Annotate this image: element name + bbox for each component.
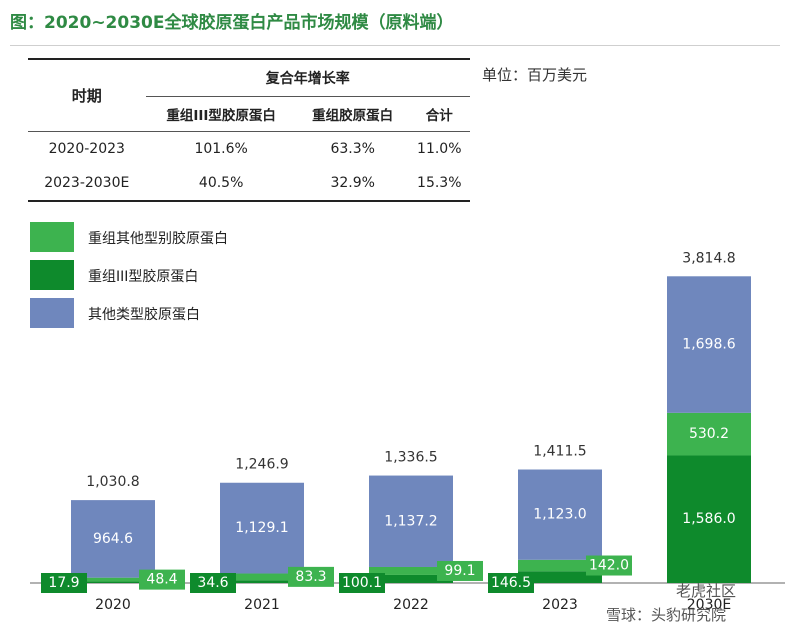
data-label: 34.6: [197, 575, 228, 591]
total-label: 1,336.5: [384, 450, 437, 466]
bar-segment-other-collagen: [369, 475, 453, 567]
legend-swatch: [30, 298, 74, 328]
legend-swatch: [30, 260, 74, 290]
total-label: 1,246.9: [235, 457, 288, 473]
bar-segment-other-recombinant: [518, 559, 602, 572]
value-cell: 101.6%: [145, 131, 297, 166]
legend-label: 其他类型胶原蛋白: [88, 307, 200, 323]
value-cell: 40.5%: [145, 166, 297, 202]
total-label: 1,411.5: [533, 444, 586, 460]
value-cell: 63.3%: [296, 131, 409, 166]
label-box-other-recombinant: [437, 560, 483, 581]
bar-segment-other-recombinant: [667, 412, 751, 456]
data-label: 530.2: [689, 426, 729, 442]
data-label: 99.1: [444, 563, 475, 579]
data-label: 1,586.0: [682, 511, 735, 527]
table-row: 2023-2030E 40.5% 32.9% 15.3%: [28, 166, 470, 202]
label-box-type3: [190, 573, 236, 593]
label-box-type3: [488, 573, 534, 593]
column-header: 合计: [425, 108, 453, 124]
unit-label: 单位：百万美元: [482, 66, 588, 84]
chart-title: 图：2020~2030E全球胶原蛋白产品市场规模（原料端）: [10, 13, 454, 33]
x-tick-label: 2021: [244, 597, 280, 613]
watermark-text: 雪球：头豹研究院: [606, 606, 727, 624]
bar-segment-other-recombinant: [369, 566, 453, 575]
data-label: 1,137.2: [384, 513, 437, 529]
data-label: 146.5: [491, 575, 531, 591]
data-label: 142.0: [589, 558, 629, 574]
label-box-other-recombinant: [586, 555, 632, 576]
legend-label: 重组III型胶原蛋白: [88, 269, 199, 285]
bar-segment-type3: [518, 571, 602, 583]
total-label: 3,814.8: [682, 250, 735, 266]
data-label: 964.6: [93, 531, 133, 547]
bar-segment-other-collagen: [220, 482, 304, 574]
value-cell: 11.0%: [408, 131, 470, 166]
total-label: 1,030.8: [86, 474, 139, 490]
x-tick-label: 2022: [393, 597, 429, 613]
data-label: 1,129.1: [235, 520, 288, 536]
period-cell: 2023-2030E: [28, 166, 146, 202]
legend-swatch: [30, 222, 74, 252]
bar-segment-type3: [369, 574, 453, 583]
bar-segment-type3: [667, 455, 751, 583]
column-header: 重组胶原蛋白: [312, 108, 394, 124]
period-header: 时期: [28, 58, 146, 132]
period-cell: 2020-2023: [28, 131, 146, 166]
title-divider: [10, 45, 780, 46]
label-box-other-recombinant: [288, 566, 334, 587]
data-label: 83.3: [295, 569, 326, 585]
x-tick-label: 2023: [542, 597, 578, 613]
cagr-header: 复合年增长率: [145, 58, 470, 97]
data-label: 17.9: [48, 575, 79, 591]
bar-segment-other-collagen: [667, 276, 751, 413]
data-label: 100.1: [342, 575, 382, 591]
column-header: 重组III型胶原蛋白: [166, 108, 276, 124]
label-box-other-recombinant: [139, 569, 185, 590]
legend-label: 重组其他型别胶原蛋白: [88, 231, 228, 247]
cagr-table: 时期 复合年增长率 重组III型胶原蛋白 重组胶原蛋白 合计 2020-2023…: [28, 58, 470, 202]
bar-segment-type3: [71, 581, 155, 583]
data-label: 48.4: [146, 572, 177, 588]
bar-segment-other-collagen: [518, 469, 602, 560]
data-label: 1,123.0: [533, 507, 586, 523]
label-box-type3: [41, 573, 87, 593]
bar-segment-other-collagen: [71, 500, 155, 578]
table-row: 2020-2023 101.6% 63.3% 11.0%: [28, 131, 470, 166]
value-cell: 15.3%: [408, 166, 470, 202]
bar-segment-other-recombinant: [220, 573, 304, 581]
data-label: 1,698.6: [682, 337, 736, 353]
watermark-text: 老虎社区: [676, 582, 737, 600]
x-tick-label: 2020: [95, 597, 131, 613]
label-box-type3: [339, 573, 385, 593]
bar-segment-other-recombinant: [71, 577, 155, 582]
value-cell: 32.9%: [296, 166, 409, 202]
x-tick-label: 2030E: [687, 597, 731, 613]
bar-segment-type3: [220, 580, 304, 583]
